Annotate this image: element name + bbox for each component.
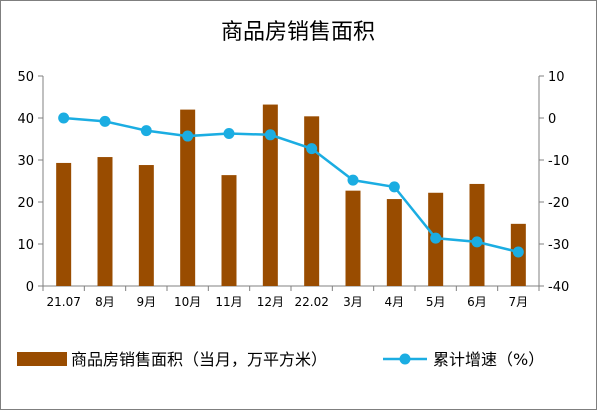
x-tick-label: 22.02: [294, 295, 328, 309]
line-point: [512, 246, 524, 258]
x-tick-label: 3月: [343, 295, 363, 309]
legend: 商品房销售面积（当月，万平方米） 累计增速（%）: [17, 350, 544, 369]
x-tick-label: 9月: [137, 295, 157, 309]
y-left-tick-label: 30: [17, 154, 34, 169]
line-point: [182, 130, 194, 142]
x-tick-label: 11月: [215, 295, 242, 309]
y-left-tick-label: 40: [17, 112, 34, 127]
bar: [180, 109, 196, 286]
y-left-tick-label: 0: [26, 280, 34, 295]
line-point: [430, 232, 442, 244]
bar: [56, 162, 72, 286]
legend-line-label: 累计增速（%）: [433, 350, 544, 369]
bar: [97, 157, 113, 286]
line-point: [388, 181, 400, 193]
line-point: [140, 125, 152, 137]
series-line: [63, 116, 519, 254]
bar: [262, 104, 278, 286]
bar: [138, 165, 154, 286]
x-tick-label: 4月: [385, 295, 405, 309]
y-left-tick-label: 20: [17, 196, 34, 211]
y-right-tick-label: 0: [548, 112, 556, 127]
x-tick-label: 6月: [467, 295, 487, 309]
bar: [345, 190, 361, 286]
bar: [221, 175, 237, 286]
line-point: [58, 112, 70, 124]
legend-line-marker: [399, 353, 411, 365]
x-tick-label: 7月: [509, 295, 529, 309]
line-point: [99, 115, 111, 127]
y-left-tick-label: 10: [17, 238, 34, 253]
bar: [386, 199, 402, 286]
y-right-tick-label: 10: [548, 70, 565, 85]
y-left-tick-label: 50: [17, 70, 34, 85]
plot-area: 0 10 20 30 40 50 -40 -30 -20 -10 0 10 21.07 8月 9月 10月 11…: [17, 70, 569, 309]
y-right-tick-label: -40: [548, 280, 569, 295]
line-point: [264, 129, 276, 141]
legend-bar-label: 商品房销售面积（当月，万平方米）: [71, 350, 327, 369]
line-point: [347, 174, 359, 186]
y-right-tick-label: -20: [548, 196, 569, 211]
x-tick-label: 5月: [426, 295, 446, 309]
y-right-tick-label: -30: [548, 238, 569, 253]
chart-title: 商品房销售面积: [221, 20, 375, 45]
y-right-tick-label: -10: [548, 154, 569, 169]
x-tick-label: 21.07: [46, 295, 80, 309]
bar: [304, 116, 320, 286]
line-point: [306, 143, 318, 155]
x-tick-label: 10月: [174, 295, 201, 309]
x-tick-label: 8月: [95, 295, 115, 309]
bar: [469, 183, 485, 286]
x-tick-label: 12月: [257, 295, 284, 309]
legend-bar-swatch: [17, 352, 67, 366]
line-point: [223, 128, 235, 140]
line-point: [471, 236, 483, 248]
